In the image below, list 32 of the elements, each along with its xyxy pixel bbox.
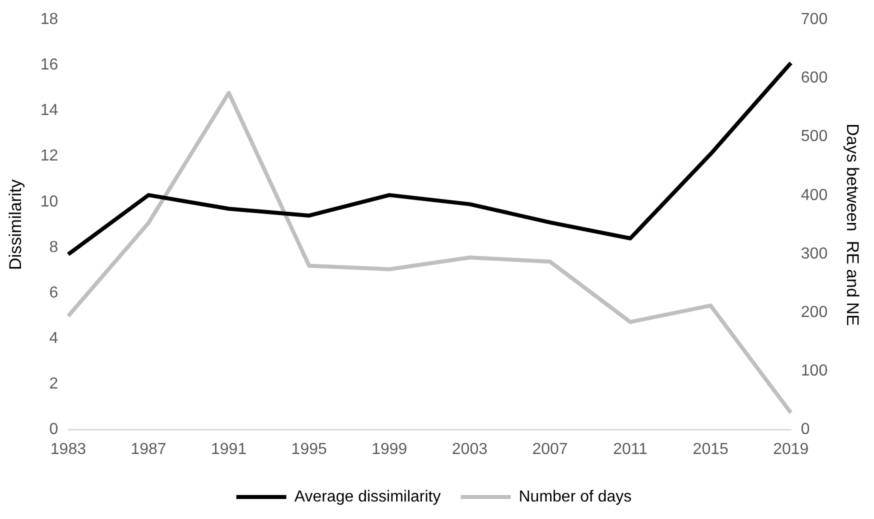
y-tick-label: 6 — [49, 284, 58, 302]
y-tick-label: 16 — [40, 56, 58, 74]
y-tick-label: 12 — [40, 148, 58, 165]
x-tick-label: 1987 — [130, 440, 166, 458]
y-tick-label: 14 — [40, 102, 58, 120]
x-tick-label: 2019 — [773, 440, 809, 458]
y2-tick-label: 0 — [800, 421, 810, 438]
y-tick-label: 18 — [40, 11, 58, 28]
x-tick-label: 1983 — [50, 440, 86, 458]
y-axis-title: Dissimilarity — [6, 178, 25, 270]
y-tick-label: 10 — [40, 193, 58, 210]
y2-tick-label: 600 — [800, 70, 828, 87]
y2-tick-label: 500 — [800, 128, 828, 146]
y2-tick-label: 200 — [800, 304, 828, 322]
x-tick-label: 2003 — [452, 440, 488, 458]
legend-label: Average dissimilarity — [294, 488, 441, 506]
x-tick-label: 2015 — [692, 440, 728, 458]
y2-tick-label: 700 — [800, 11, 828, 28]
y2-axis-title: Days between RE and NE — [843, 124, 862, 326]
y2-tick-label: 400 — [800, 186, 828, 204]
y2-tick-label: 300 — [800, 245, 828, 262]
x-tick-label: 1991 — [211, 440, 247, 458]
y-tick-label: 8 — [49, 238, 58, 256]
x-tick-label: 2007 — [532, 440, 568, 458]
x-tick-label: 1999 — [372, 440, 408, 458]
legend-label: Number of days — [518, 488, 632, 506]
y-tick-label: 2 — [49, 376, 58, 393]
y-tick-label: 0 — [49, 421, 58, 438]
x-tick-label: 2011 — [613, 440, 648, 458]
y2-tick-label: 100 — [800, 362, 828, 380]
x-tick-label: 1995 — [291, 440, 327, 458]
y-tick-label: 4 — [49, 330, 58, 348]
